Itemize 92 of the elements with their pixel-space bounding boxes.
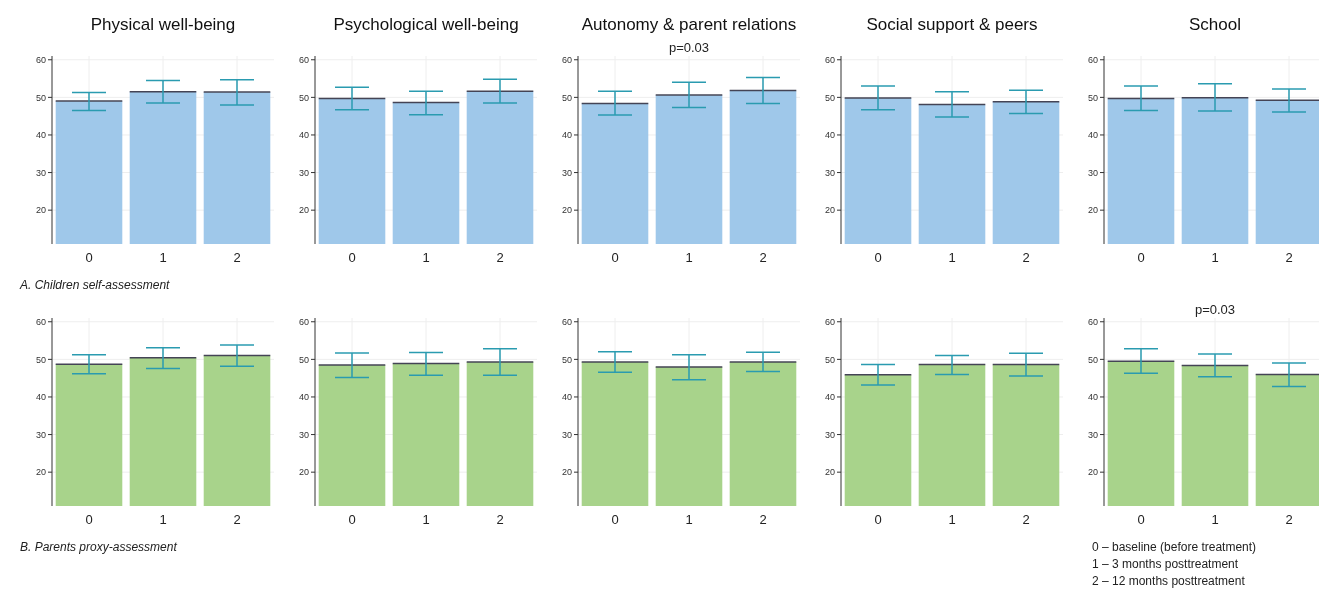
y-tick-label: 50: [298, 92, 309, 103]
y-tick-label: 30: [561, 429, 572, 440]
y-tick-label: 40: [824, 392, 835, 403]
y-tick-label: 60: [35, 316, 46, 327]
y-tick-label: 60: [1087, 316, 1098, 327]
x-tick-label: 1: [159, 512, 167, 527]
chart-title: Autonomy & parent relations: [581, 15, 797, 34]
text: 0 – baseline (before treatment): [1092, 540, 1257, 554]
x-tick-label: 0: [85, 512, 93, 527]
y-tick-label: 20: [298, 467, 309, 478]
x-tick-label: 2: [1285, 512, 1293, 527]
text: 2 – 12 months posttreatment: [1092, 574, 1246, 588]
y-tick-label: 40: [824, 130, 835, 141]
y-tick-label: 50: [1087, 354, 1098, 365]
y-tick-label: 60: [824, 316, 835, 327]
x-tick-label: 1: [685, 512, 693, 527]
x-tick-label: 1: [1211, 512, 1219, 527]
x-tick-label: 1: [1211, 250, 1219, 265]
y-tick-label: 50: [824, 92, 835, 103]
chart-title: Social support & peers: [866, 15, 1038, 34]
x-tick-label: 1: [159, 250, 167, 265]
x-tick-label: 0: [348, 512, 356, 527]
y-tick-label: 20: [561, 205, 572, 216]
x-tick-label: 2: [496, 250, 504, 265]
x-tick-label: 0: [874, 512, 882, 527]
y-tick-label: 20: [1087, 467, 1098, 478]
x-tick-label: 0: [1137, 250, 1145, 265]
x-tick-label: 0: [348, 250, 356, 265]
chart-title: School: [1189, 15, 1241, 34]
y-tick-label: 30: [1087, 167, 1098, 178]
y-tick-label: 30: [298, 167, 309, 178]
x-tick-label: 1: [948, 250, 956, 265]
y-tick-label: 50: [561, 354, 572, 365]
y-tick-label: 60: [1087, 54, 1098, 65]
x-tick-label: 0: [85, 250, 93, 265]
x-tick-label: 0: [1137, 512, 1145, 527]
x-tick-label: 0: [611, 512, 619, 527]
y-tick-label: 60: [561, 316, 572, 327]
text: B. Parents proxy-assessment: [20, 540, 178, 554]
x-tick-label: 1: [685, 250, 693, 265]
y-tick-label: 50: [561, 92, 572, 103]
x-tick-label: 1: [422, 512, 430, 527]
y-tick-label: 40: [298, 392, 309, 403]
y-tick-label: 50: [35, 92, 46, 103]
chart-title: Psychological well-being: [333, 15, 519, 34]
y-tick-label: 60: [824, 54, 835, 65]
y-tick-label: 40: [35, 392, 46, 403]
y-tick-label: 40: [561, 392, 572, 403]
chart-title: Physical well-being: [90, 15, 236, 34]
x-tick-label: 2: [759, 512, 767, 527]
text: p=0.03: [668, 40, 710, 55]
y-tick-label: 60: [298, 54, 309, 65]
y-tick-label: 30: [561, 167, 572, 178]
y-tick-label: 20: [1087, 205, 1098, 216]
y-tick-label: 60: [298, 316, 309, 327]
y-tick-label: 20: [824, 467, 835, 478]
x-tick-label: 2: [496, 512, 504, 527]
x-tick-label: 1: [422, 250, 430, 265]
y-tick-label: 30: [35, 167, 46, 178]
y-tick-label: 30: [824, 167, 835, 178]
x-tick-label: 0: [611, 250, 619, 265]
y-tick-label: 20: [298, 205, 309, 216]
x-tick-label: 2: [1285, 250, 1293, 265]
text: 1 – 3 months posttreatment: [1092, 557, 1239, 571]
text: p=0.03: [1194, 302, 1236, 317]
x-tick-label: 2: [1022, 250, 1030, 265]
y-tick-label: 20: [35, 467, 46, 478]
y-tick-label: 30: [35, 429, 46, 440]
y-tick-label: 20: [35, 205, 46, 216]
x-tick-label: 2: [759, 250, 767, 265]
y-tick-label: 40: [35, 130, 46, 141]
y-tick-label: 60: [35, 54, 46, 65]
y-tick-label: 60: [561, 54, 572, 65]
y-tick-label: 20: [824, 205, 835, 216]
x-tick-label: 0: [874, 250, 882, 265]
y-tick-label: 20: [561, 467, 572, 478]
x-tick-label: 2: [233, 512, 241, 527]
y-tick-label: 50: [824, 354, 835, 365]
y-tick-label: 40: [561, 130, 572, 141]
x-tick-label: 1: [948, 512, 956, 527]
y-tick-label: 40: [1087, 392, 1098, 403]
y-tick-label: 50: [298, 354, 309, 365]
y-tick-label: 40: [298, 130, 309, 141]
y-tick-label: 30: [1087, 429, 1098, 440]
x-tick-label: 2: [233, 250, 241, 265]
text: A. Children self-assessment: [19, 278, 171, 292]
y-tick-label: 50: [35, 354, 46, 365]
y-tick-label: 30: [824, 429, 835, 440]
y-tick-label: 40: [1087, 130, 1098, 141]
y-tick-label: 30: [298, 429, 309, 440]
y-tick-label: 50: [1087, 92, 1098, 103]
x-tick-label: 2: [1022, 512, 1030, 527]
